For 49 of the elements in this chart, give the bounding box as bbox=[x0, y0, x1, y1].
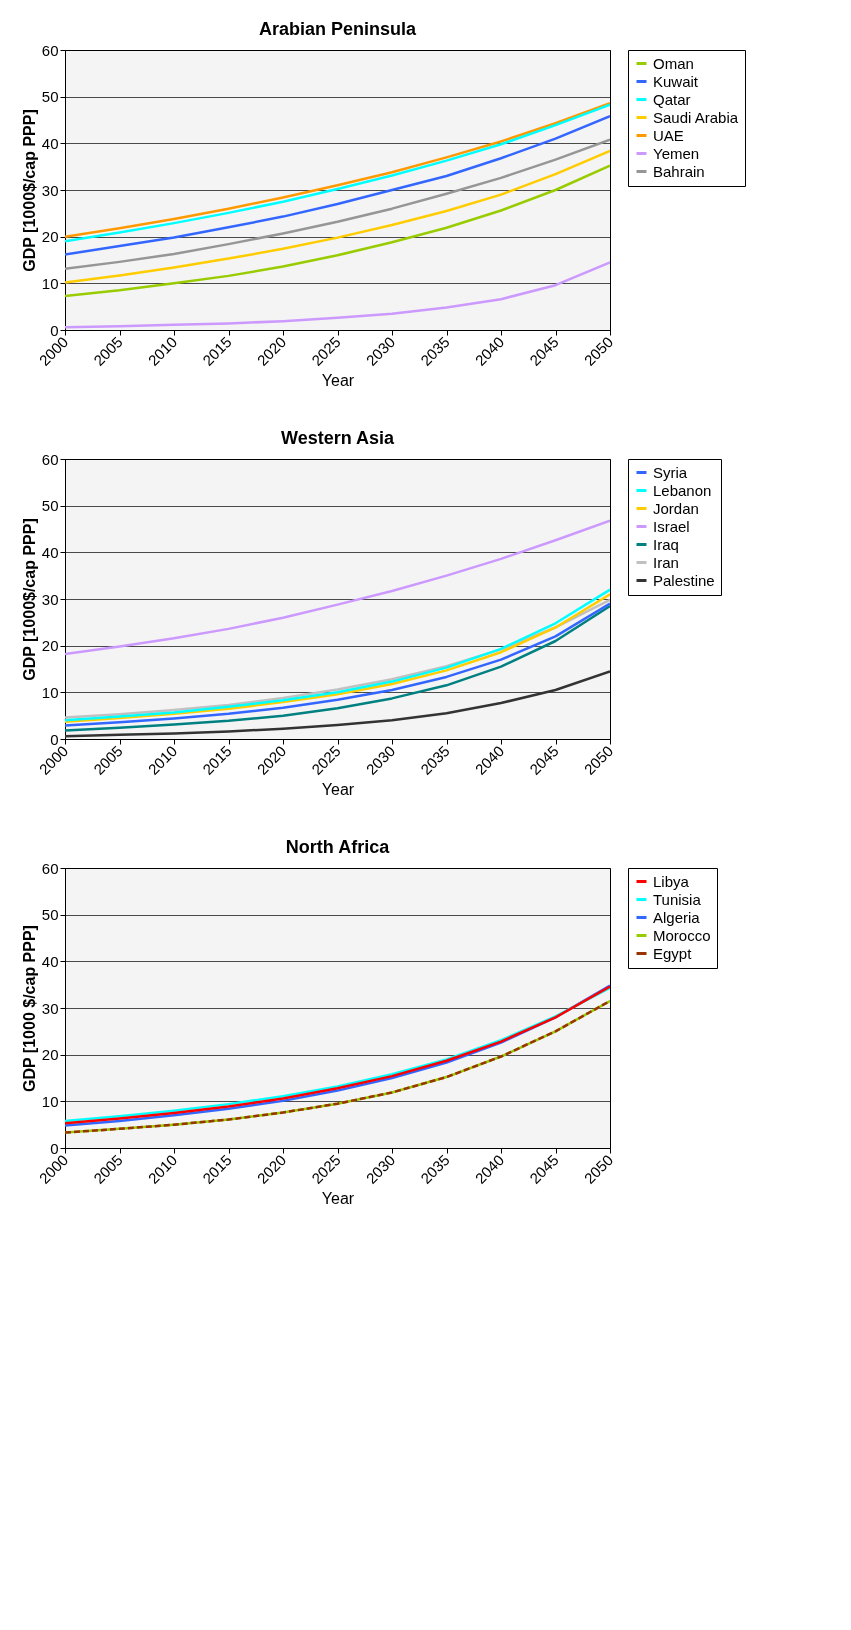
legend-label: Kuwait bbox=[653, 72, 699, 90]
y-tick-label: 60 bbox=[41, 41, 59, 59]
legend-label: Lebanon bbox=[653, 481, 712, 499]
x-axis-title: Year bbox=[321, 780, 355, 798]
legend-label: Egypt bbox=[653, 944, 693, 962]
y-tick-label: 0 bbox=[50, 321, 59, 339]
y-tick-label: 50 bbox=[41, 497, 59, 515]
legend-label: Algeria bbox=[653, 908, 701, 926]
legend-label: Qatar bbox=[653, 90, 691, 108]
x-axis-title: Year bbox=[321, 1189, 355, 1207]
y-tick-label: 30 bbox=[41, 590, 59, 608]
legend-label: Palestine bbox=[653, 571, 715, 589]
y-tick-label: 30 bbox=[41, 181, 59, 199]
legend-label: Iraq bbox=[653, 535, 679, 553]
legend-label: Oman bbox=[653, 54, 694, 72]
y-tick-label: 50 bbox=[41, 88, 59, 106]
y-tick-label: 10 bbox=[41, 683, 59, 701]
y-tick-label: 10 bbox=[41, 274, 59, 292]
y-tick-label: 0 bbox=[50, 1139, 59, 1157]
y-tick-label: 20 bbox=[41, 228, 59, 246]
y-tick-label: 40 bbox=[41, 543, 59, 561]
y-axis-title: GDP [1000 $/cap PPP] bbox=[20, 925, 38, 1092]
chart-title: Western Asia bbox=[280, 428, 396, 448]
legend-label: UAE bbox=[653, 126, 684, 144]
legend-label: Syria bbox=[653, 463, 688, 481]
x-axis-title: Year bbox=[321, 371, 355, 389]
y-tick-label: 30 bbox=[41, 999, 59, 1017]
y-tick-label: 60 bbox=[41, 450, 59, 468]
y-tick-label: 60 bbox=[41, 859, 59, 877]
y-tick-label: 20 bbox=[41, 1046, 59, 1064]
y-tick-label: 10 bbox=[41, 1092, 59, 1110]
legend-label: Yemen bbox=[653, 144, 700, 162]
y-tick-label: 40 bbox=[41, 134, 59, 152]
y-tick-label: 20 bbox=[41, 637, 59, 655]
legend-label: Morocco bbox=[653, 926, 711, 944]
legend-label: Israel bbox=[653, 517, 690, 535]
legend-label: Jordan bbox=[653, 499, 699, 517]
legend-label: Tunisia bbox=[653, 890, 702, 908]
chart-title: Arabian Peninsula bbox=[258, 19, 418, 39]
y-tick-label: 0 bbox=[50, 730, 59, 748]
y-axis-title: GDP [1000$/cap PPP] bbox=[20, 109, 38, 272]
legend-label: Bahrain bbox=[653, 162, 705, 180]
legend-label: Libya bbox=[653, 872, 690, 890]
y-axis-title: GDP [1000$/cap PPP] bbox=[20, 518, 38, 681]
y-tick-label: 40 bbox=[41, 952, 59, 970]
legend-label: Iran bbox=[653, 553, 679, 571]
y-tick-label: 50 bbox=[41, 906, 59, 924]
chart-title: North Africa bbox=[285, 837, 391, 857]
legend-label: Saudi Arabia bbox=[653, 108, 739, 126]
